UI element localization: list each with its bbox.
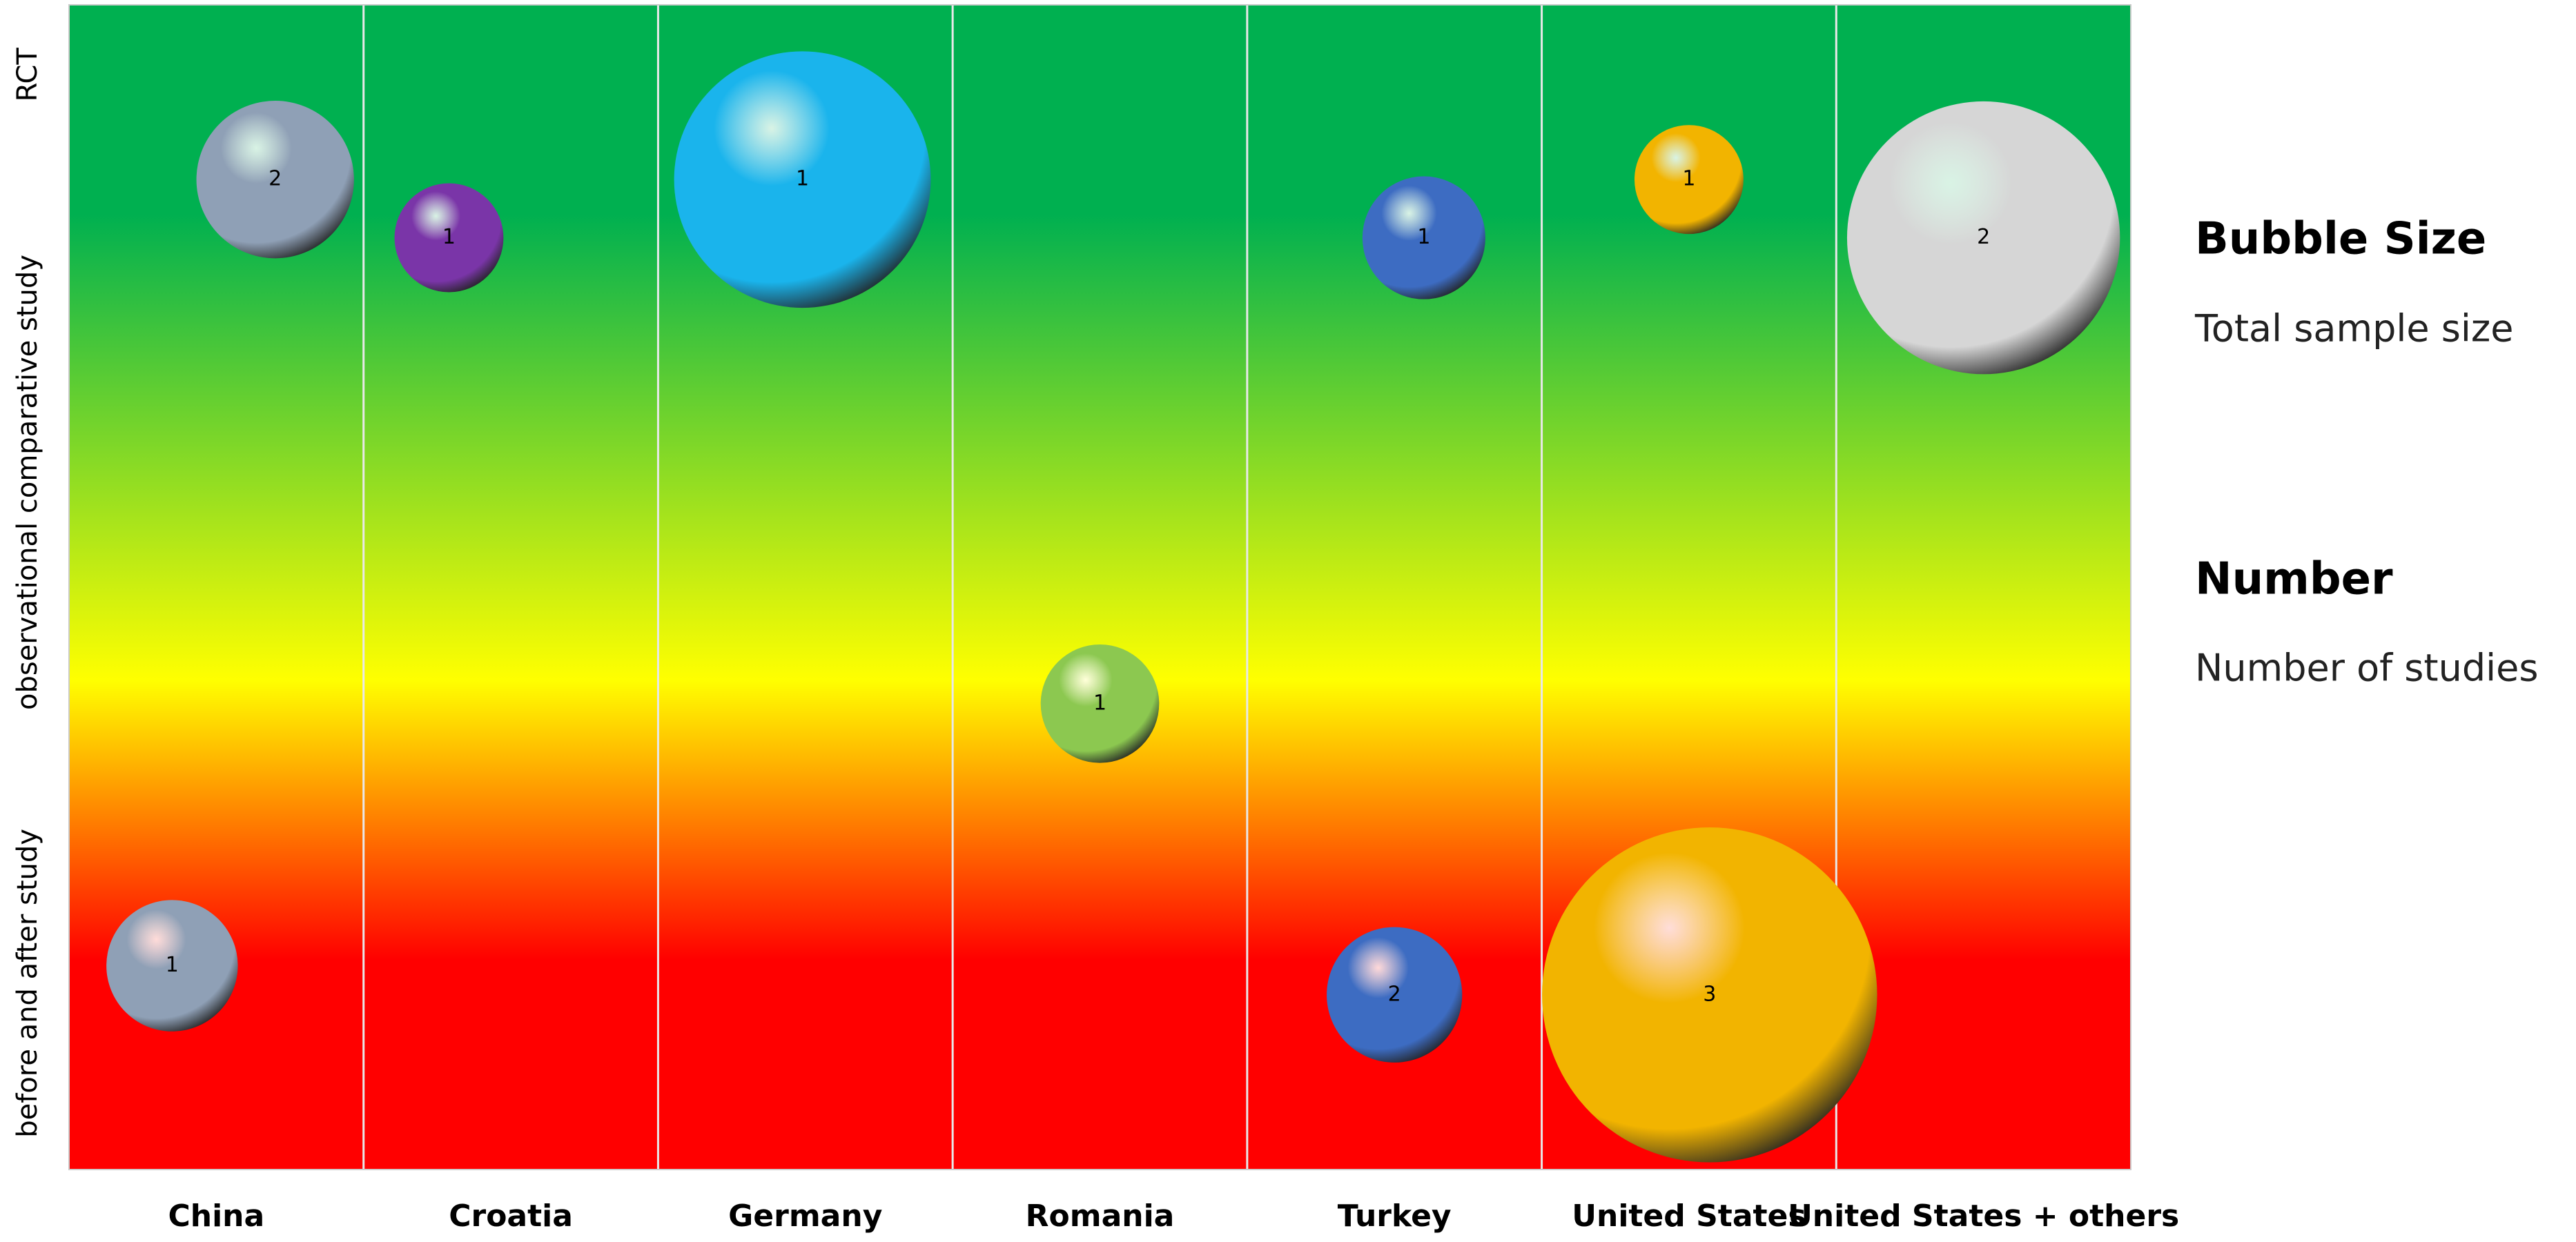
x-tick-label: United States: [1572, 1199, 1806, 1234]
bubble: [1362, 176, 1485, 299]
x-tick-label: United States + others: [1788, 1199, 2179, 1234]
x-tick-label: Croatia: [449, 1199, 573, 1234]
bubble: [196, 101, 354, 259]
bubble-label: 1: [796, 167, 809, 191]
y-tick-label: before and after study: [12, 829, 43, 1138]
bubble-label: 1: [1682, 167, 1695, 191]
bubble-label: 2: [1977, 225, 1990, 249]
bubble-label: 1: [166, 953, 179, 977]
bubble: [1634, 125, 1744, 235]
y-tick-label: observational comparative study: [12, 255, 43, 710]
x-tick-label: Turkey: [1338, 1199, 1452, 1234]
bubble: [1542, 827, 1877, 1163]
bubble-label: 1: [1417, 225, 1430, 249]
y-tick-label: RCT: [12, 48, 43, 102]
x-tick-label: China: [168, 1199, 264, 1234]
bubble-label: 1: [1093, 691, 1106, 715]
bubble: [394, 183, 504, 293]
bubble-label: 2: [269, 167, 282, 191]
bubble-label: 1: [442, 225, 456, 249]
bubble-label: 2: [1388, 982, 1401, 1006]
legend-number-text: Number of studies: [2195, 647, 2538, 690]
bubble: [1327, 927, 1463, 1063]
bubble: [674, 51, 931, 308]
bubble-label: 3: [1703, 982, 1716, 1006]
x-tick-label: Romania: [1026, 1199, 1175, 1234]
bubble: [1040, 644, 1160, 763]
bubble: [1846, 101, 2120, 375]
plot-border: [68, 4, 2131, 1170]
legend-size-title: Bubble Size: [2195, 214, 2486, 265]
bubble: [106, 900, 238, 1032]
legend-number-title: Number: [2195, 554, 2393, 605]
legend-size-text: Total sample size: [2194, 307, 2513, 351]
x-tick-label: Germany: [728, 1199, 882, 1234]
